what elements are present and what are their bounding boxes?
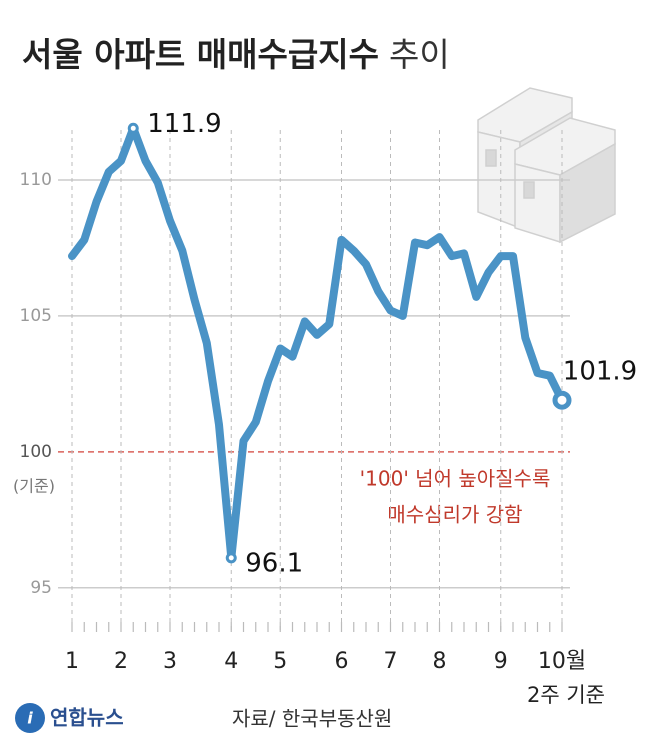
y-tick-label: 110	[20, 170, 52, 190]
chart-title: 서울 아파트 매매수급지수 추이	[22, 35, 450, 74]
logo: i 연합뉴스	[15, 703, 124, 733]
y-note: (기준)	[13, 476, 55, 495]
x-tick-label: 7	[384, 649, 398, 674]
annotation: '100' 넘어 높아질수록	[360, 466, 551, 490]
line	[68, 124, 566, 562]
point-marker	[127, 122, 139, 134]
x-tick-label: 8	[433, 649, 447, 674]
value-label: 101.9	[563, 357, 637, 387]
value-label: 96.1	[245, 548, 303, 578]
x-tick-label: 1	[65, 649, 79, 674]
x-note: 2주 기준	[527, 683, 605, 707]
x-tick-label: 3	[163, 649, 177, 674]
source: 자료/ 한국부동산원	[232, 707, 392, 731]
x-tick-label: 9	[494, 649, 508, 674]
x-tick-label: 5	[273, 649, 287, 674]
logo-mark: i	[27, 709, 33, 728]
y-tick-label: 105	[20, 306, 52, 326]
building-icon	[477, 87, 616, 244]
title-main: 서울 아파트 매매수급지수	[22, 35, 379, 74]
y-tick-label: 95	[30, 578, 52, 598]
point-marker	[552, 390, 572, 410]
y-tick-label: 100	[20, 442, 52, 462]
x-tick-label: 10월	[538, 649, 586, 674]
x-tick-label: 6	[335, 649, 349, 674]
annotation: 매수심리가 강함	[387, 502, 522, 526]
value-label: 111.9	[147, 109, 221, 139]
title-suffix: 추이	[389, 35, 450, 74]
point-marker	[225, 552, 237, 564]
x-tick-label: 2	[114, 649, 128, 674]
x-tick-label: 4	[224, 649, 238, 674]
logo-text: 연합뉴스	[50, 706, 124, 730]
